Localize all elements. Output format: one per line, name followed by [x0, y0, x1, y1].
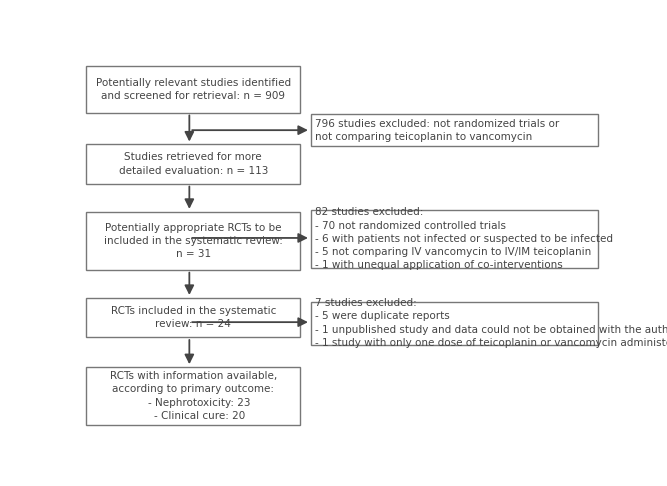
FancyBboxPatch shape [86, 367, 301, 425]
Text: RCTs with information available,
according to primary outcome:
    - Nephrotoxic: RCTs with information available, accordi… [109, 371, 277, 421]
FancyBboxPatch shape [86, 212, 301, 270]
FancyBboxPatch shape [86, 144, 301, 184]
FancyBboxPatch shape [311, 210, 598, 268]
Text: Potentially relevant studies identified
and screened for retrieval: n = 909: Potentially relevant studies identified … [95, 78, 291, 101]
FancyBboxPatch shape [86, 298, 301, 337]
Text: 7 studies excluded:
- 5 were duplicate reports
- 1 unpublished study and data co: 7 studies excluded: - 5 were duplicate r… [315, 298, 667, 348]
Text: Studies retrieved for more
detailed evaluation: n = 113: Studies retrieved for more detailed eval… [119, 153, 268, 175]
FancyBboxPatch shape [311, 115, 598, 146]
FancyBboxPatch shape [311, 301, 598, 345]
Text: RCTs included in the systematic
review: n = 24: RCTs included in the systematic review: … [111, 306, 276, 329]
Text: Potentially appropriate RCTs to be
included in the systematic review:
n = 31: Potentially appropriate RCTs to be inclu… [104, 223, 283, 259]
Text: 796 studies excluded: not randomized trials or
not comparing teicoplanin to vanc: 796 studies excluded: not randomized tri… [315, 119, 559, 142]
Text: 82 studies excluded:
- 70 not randomized controlled trials
- 6 with patients not: 82 studies excluded: - 70 not randomized… [315, 208, 613, 270]
FancyBboxPatch shape [86, 66, 301, 113]
